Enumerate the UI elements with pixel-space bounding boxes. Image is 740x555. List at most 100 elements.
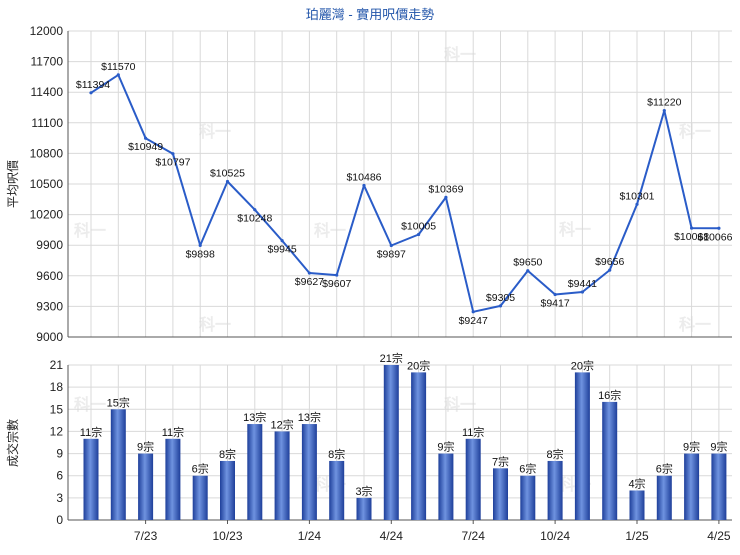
price-data-label: $9441 (568, 278, 597, 290)
bar-data-label: 16宗 (598, 388, 621, 402)
bar-data-label: 8宗 (219, 447, 236, 461)
price-point (498, 304, 503, 308)
price-data-label: $9627 (295, 276, 324, 288)
price-point (690, 226, 694, 230)
price-point (389, 243, 393, 248)
bar-data-label: 11宗 (80, 425, 102, 439)
price-data-label: $9945 (267, 244, 296, 256)
transaction-bar (165, 438, 181, 520)
price-data-label: $10068 (674, 231, 709, 243)
watermark-text: 科一 (679, 315, 711, 334)
line-chart-grid: 9000 9300 9600 9900 10200 10500 10800 11100 1140… (30, 24, 732, 344)
bar-data-label: 9宗 (437, 440, 454, 454)
bar-y-tick-label: 0 (56, 513, 63, 527)
line-y-tick-label: 9300 (36, 299, 63, 313)
bar-data-label: 8宗 (547, 447, 564, 461)
price-data-label: $10301 (619, 190, 654, 202)
transaction-bar (383, 365, 399, 520)
bar-data-label: 8宗 (328, 447, 345, 461)
bar-y-tick-label: 6 (56, 469, 63, 483)
transaction-bar (83, 438, 99, 520)
watermark-text: 科一 (444, 45, 476, 64)
price-point (717, 226, 721, 230)
line-series: $11394 $11570 $10949 $10797 $9898 $10525 $1024… (76, 61, 733, 327)
transaction-bar (465, 438, 481, 520)
bar-data-label: 11宗 (162, 425, 184, 439)
price-data-label: $9898 (186, 248, 215, 260)
watermark-text: 科一 (559, 220, 591, 239)
line-y-tick-label: 11100 (31, 116, 63, 130)
transaction-bar (301, 424, 317, 520)
price-data-label: $9247 (459, 315, 488, 327)
bar-y-tick-label: 3 (56, 491, 63, 505)
price-point (116, 73, 120, 77)
bar-data-label: 7宗 (492, 454, 509, 468)
bar-data-label: 13宗 (243, 410, 266, 424)
transaction-bar (356, 497, 372, 520)
price-data-label: $11220 (647, 97, 681, 109)
x-tick-label: 4/25 (707, 529, 731, 543)
watermark-text: 科一 (679, 122, 711, 141)
watermark-text: 科一 (74, 395, 106, 414)
watermark-text: 科一 (314, 221, 346, 240)
bar-data-label: 3宗 (355, 484, 372, 498)
transaction-bar (192, 475, 208, 520)
bar-data-label: 20宗 (407, 358, 430, 372)
bar-data-label: 11宗 (462, 425, 484, 439)
price-point (526, 269, 530, 273)
price-point (580, 290, 585, 294)
x-tick-label: 4/24 (380, 529, 404, 543)
bar-data-label: 21宗 (380, 351, 403, 365)
bar-data-label: 13宗 (298, 410, 321, 424)
price-point (253, 208, 257, 212)
price-data-label: $9650 (513, 257, 542, 269)
transaction-bar (411, 372, 427, 520)
transaction-bar (684, 453, 700, 520)
line-y-tick-label: 11700 (31, 55, 64, 69)
price-point (362, 183, 366, 188)
price-data-label: $10369 (428, 183, 463, 195)
price-data-label: $9607 (322, 278, 351, 290)
price-point (89, 91, 93, 95)
price-data-label: $10005 (401, 220, 436, 232)
price-point (307, 271, 311, 275)
transaction-bar (656, 475, 672, 520)
bar-data-label: 6宗 (192, 462, 209, 476)
bar-y-axis-label: 成交宗數 (5, 419, 20, 467)
line-y-tick-label: 9900 (36, 238, 63, 252)
bar-y-tick-label: 21 (50, 358, 64, 372)
price-point (635, 202, 639, 206)
price-point (553, 292, 557, 297)
bar-data-label: 6宗 (519, 462, 536, 476)
bar-data-label: 20宗 (571, 358, 594, 372)
line-y-tick-label: 10800 (30, 146, 64, 160)
watermark-text: 科一 (199, 315, 231, 334)
price-data-label: $10248 (237, 213, 272, 225)
line-y-axis-label: 平均呎價 (6, 160, 20, 208)
price-data-label: $9897 (377, 249, 406, 261)
price-line (90, 73, 719, 313)
bar-series: 11宗 15宗 9宗 11宗 6宗 8宗 13宗 12宗 13宗 8宗 3宗 21宗 20宗 9宗 11宗 7… (80, 351, 731, 543)
x-tick-label: 1/24 (298, 529, 322, 543)
bar-data-label: 12宗 (270, 417, 293, 431)
bar-y-tick-label: 18 (50, 380, 64, 394)
watermark-text: 科一 (74, 221, 106, 240)
transaction-bar (220, 460, 235, 520)
price-data-label: $11394 (76, 79, 110, 91)
transaction-bar (247, 424, 263, 520)
watermark-text: 科一 (199, 122, 231, 141)
price-point (198, 243, 202, 248)
transaction-bar (493, 468, 508, 520)
price-point (144, 136, 148, 140)
price-point (608, 268, 612, 272)
transaction-bar (110, 409, 126, 520)
transaction-bar (138, 453, 154, 520)
watermark-text: 科一 (444, 395, 476, 414)
bar-data-label: 6宗 (656, 462, 673, 476)
x-tick-label: 10/24 (540, 529, 570, 543)
price-data-label: $10949 (128, 141, 163, 153)
bar-data-label: 9宗 (683, 440, 700, 454)
price-point (225, 179, 230, 184)
bar-data-label: 4宗 (628, 476, 645, 490)
